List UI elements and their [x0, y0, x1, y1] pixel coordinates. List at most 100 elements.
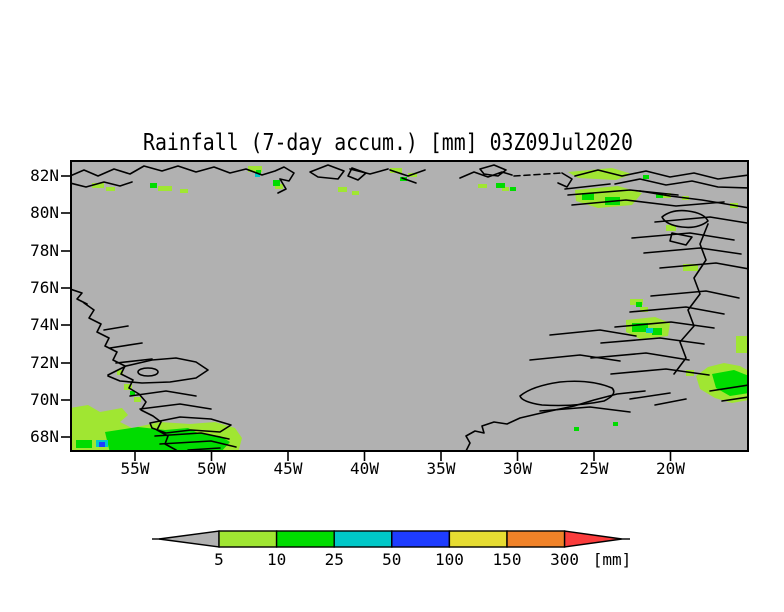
- coastline-path: [137, 367, 159, 377]
- rain-patch: [656, 193, 663, 198]
- coastline-path: [654, 216, 748, 224]
- colorbar-tick-label: 100: [435, 550, 464, 569]
- rain-patch: [106, 187, 115, 191]
- y-tick-label: 68N: [30, 427, 59, 446]
- coastline-path: [529, 329, 637, 362]
- coastline-path: [349, 168, 389, 175]
- rain-patch: [568, 168, 632, 180]
- coastline-path: [629, 384, 748, 406]
- rain-patch: [275, 184, 283, 189]
- coastline-path: [614, 178, 748, 189]
- x-tick-label: 35W: [427, 459, 456, 478]
- coastline-path: [631, 232, 735, 241]
- rain-patch: [643, 175, 649, 179]
- rain-patch: [502, 187, 509, 191]
- x-tick-label: 30W: [503, 459, 532, 478]
- coastline-path: [459, 164, 513, 179]
- coastline-path: [465, 390, 646, 451]
- colorbar: 5 10 25 50 100 150 300 [mm]: [152, 530, 631, 569]
- coastline-path: [590, 352, 690, 361]
- rain-patch: [390, 168, 402, 173]
- coastline-path: [614, 321, 715, 329]
- coastline-path: [600, 337, 705, 345]
- colorbar-tick-label: 50: [382, 550, 401, 569]
- colorbar-tick-label: 300: [550, 550, 579, 569]
- map-background: [70, 160, 749, 452]
- rain-patch: [152, 432, 230, 451]
- coastline-path: [71, 288, 88, 305]
- coastline-path: [103, 325, 153, 364]
- rain-patch: [99, 442, 105, 447]
- rain-patch: [180, 189, 188, 193]
- x-axis: 55W 50W 45W 40W 35W 30W 25W 20W: [121, 452, 685, 478]
- colorbar-tick-label: 150: [493, 550, 522, 569]
- y-tick-label: 80N: [30, 203, 59, 222]
- coastline-path: [107, 357, 209, 384]
- rain-patch: [338, 187, 347, 192]
- x-tick-label: 20W: [656, 459, 685, 478]
- rain-patch: [736, 336, 748, 353]
- colorbar-arrow-above-max: [563, 530, 623, 548]
- rain-patch: [255, 173, 260, 177]
- rain-patch: [652, 328, 662, 335]
- map-border: [70, 160, 749, 452]
- coastline-path: [149, 416, 232, 434]
- rain-patch: [613, 422, 618, 426]
- colorbar-segment: [448, 530, 508, 548]
- colorbar-arrow-below-min: [158, 530, 220, 548]
- coastline-path: [71, 165, 295, 194]
- coastline-path: [309, 164, 345, 180]
- rain-patch: [478, 184, 487, 188]
- rain-patch: [636, 302, 642, 307]
- y-axis: 82N 80N 78N 76N 74N 72N 70N 68N: [30, 166, 70, 446]
- plot-title: Rainfall (7-day accum.) [mm] 03Z09Jul202…: [143, 130, 633, 156]
- rainfall-patches-50-100mm: [99, 442, 105, 447]
- rain-patch: [632, 323, 648, 332]
- coastline-path: [564, 183, 725, 207]
- coastline-path: [659, 262, 748, 270]
- colorbar-tick-label: 10: [267, 550, 286, 569]
- x-tick-label: 55W: [121, 459, 150, 478]
- rain-patch: [683, 264, 698, 271]
- map-content: [71, 164, 748, 451]
- y-tick-label: 82N: [30, 166, 59, 185]
- coastline-path: [71, 181, 133, 188]
- rain-patch: [352, 191, 359, 195]
- rain-patch: [646, 328, 653, 333]
- coastline-path: [643, 247, 742, 255]
- coastline-path-dashed: [513, 172, 563, 177]
- rain-patch: [117, 370, 123, 375]
- colorbar-segment: [275, 530, 335, 548]
- coastline-path: [669, 232, 693, 246]
- y-tick-label: 76N: [30, 278, 59, 297]
- rain-patch: [76, 440, 92, 448]
- rain-patch: [273, 180, 280, 186]
- x-tick-label: 25W: [580, 459, 609, 478]
- coastline-path: [650, 290, 740, 299]
- colorbar-segment: [333, 530, 393, 548]
- colorbar-segment: [391, 530, 451, 548]
- colorbar-tick-label: 25: [325, 550, 344, 569]
- coastline-path: [673, 223, 709, 375]
- rain-patch: [124, 384, 132, 390]
- coastline-path: [389, 169, 426, 184]
- x-tick-label: 50W: [197, 459, 226, 478]
- coastlines: [71, 164, 748, 451]
- colorbar-tick-label: 5: [214, 550, 224, 569]
- rain-patch: [130, 391, 135, 395]
- y-tick-label: 74N: [30, 315, 59, 334]
- map-panel: 82N 80N 78N 76N 74N 72N 70N 68N 55W: [30, 160, 749, 478]
- y-tick-label: 78N: [30, 241, 59, 260]
- rain-patch: [92, 183, 104, 188]
- coastline-path: [610, 368, 710, 376]
- colorbar-segment: [506, 530, 566, 548]
- rain-patch: [666, 225, 676, 231]
- rain-patch: [134, 397, 141, 402]
- coastline-path: [154, 432, 237, 451]
- rain-patch: [158, 186, 172, 191]
- colorbar-segment: [218, 530, 278, 548]
- rain-patch: [256, 170, 261, 174]
- coastline-path: [129, 390, 212, 410]
